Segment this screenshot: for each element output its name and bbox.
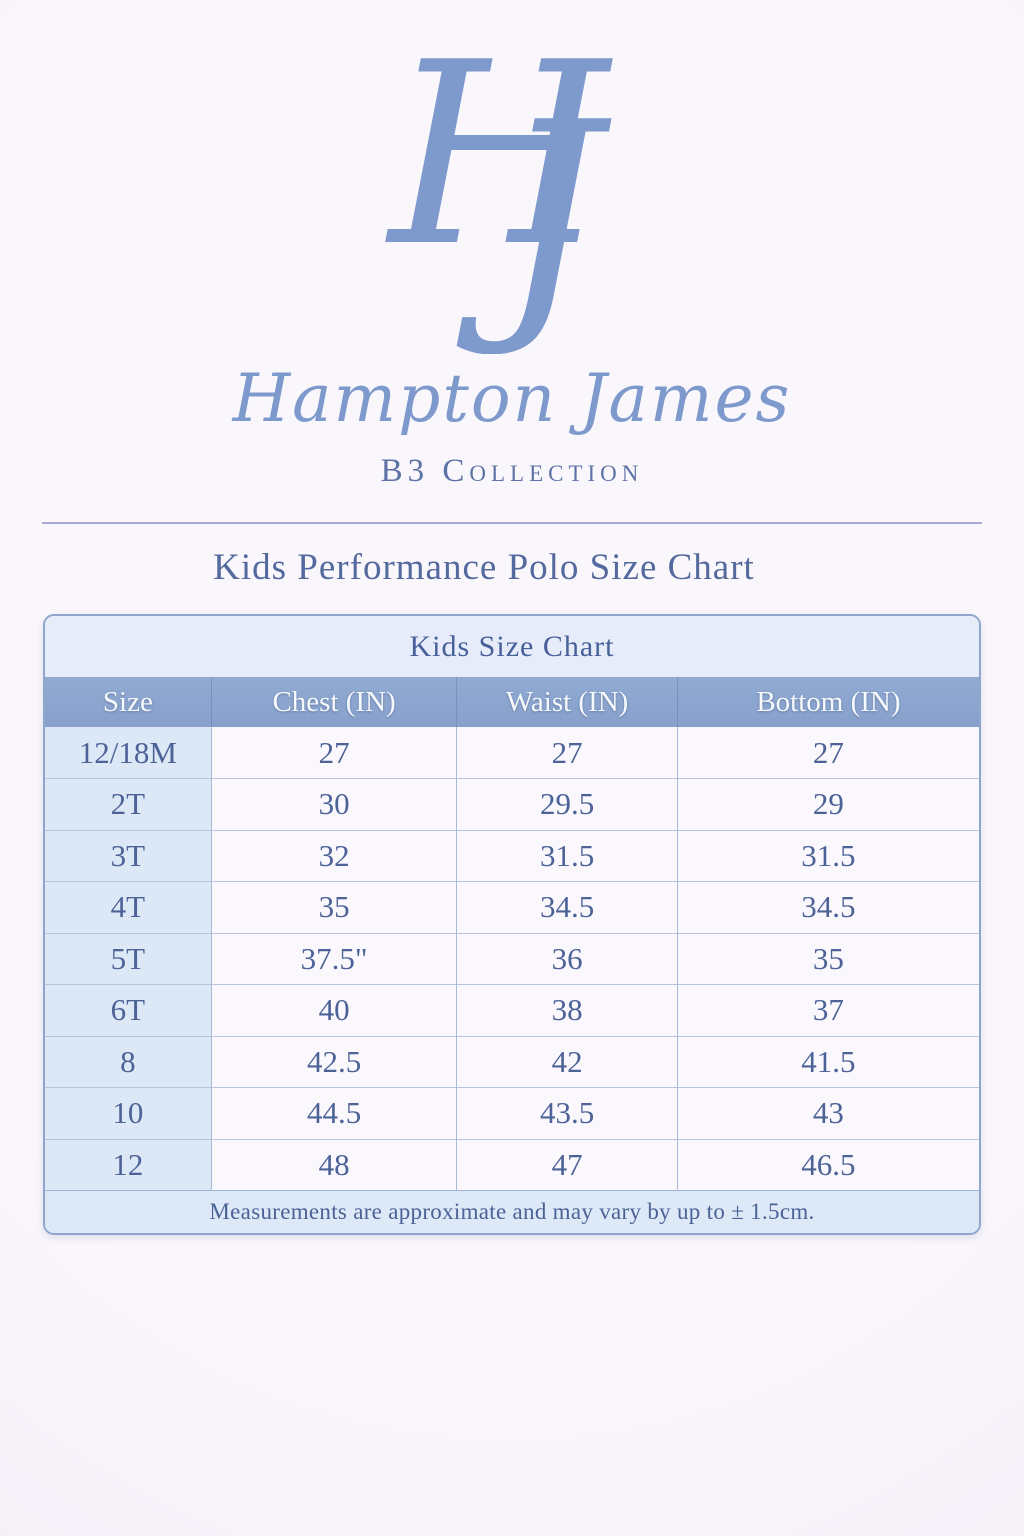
divider-line: [42, 522, 982, 524]
column-header-waist: Waist (IN): [456, 677, 678, 727]
brand-monogram-icon: H J: [385, 34, 613, 354]
value-cell: 31.5: [676, 829, 979, 882]
table-row: 3T 32 31.5 31.5: [45, 829, 979, 882]
size-cell: 12: [45, 1138, 212, 1191]
size-chart-card: Kids Size Chart Size Chest (IN) Waist (I…: [43, 614, 981, 1235]
table-title-row: Kids Size Chart: [45, 616, 979, 677]
value-cell: 44.5: [210, 1087, 457, 1139]
brand-header: H J Hampton James B3 Collection: [0, 0, 1024, 490]
size-cell: 8: [45, 1035, 212, 1088]
table-footer-row: Measurements are approximate and may var…: [45, 1190, 979, 1233]
monogram-letter-h: H: [385, 34, 613, 302]
collection-label: B3 Collection: [380, 453, 644, 489]
value-cell: 34.5: [456, 881, 678, 933]
value-cell: 43: [676, 1087, 979, 1139]
table-row: 8 42.5 42 41.5: [45, 1035, 979, 1088]
value-cell: 47: [456, 1138, 678, 1191]
value-cell: 35: [676, 932, 979, 985]
value-cell: 35: [210, 881, 457, 933]
value-cell: 42: [456, 1035, 678, 1088]
value-cell: 29.5: [456, 778, 678, 830]
column-header-bottom: Bottom (IN): [676, 677, 979, 727]
size-cell: 2T: [45, 778, 212, 830]
value-cell: 32: [210, 829, 457, 882]
size-cell: 10: [45, 1087, 212, 1139]
value-cell: 37.5": [210, 932, 457, 985]
table-row: 2T 30 29.5 29: [45, 778, 979, 830]
table-row: 5T 37.5" 36 35: [45, 932, 979, 985]
value-cell: 27: [676, 727, 979, 779]
table-title: Kids Size Chart: [45, 616, 979, 677]
value-cell: 37: [676, 984, 979, 1036]
column-header-size: Size: [45, 677, 212, 727]
table-row: 12/18M 27 27 27: [45, 727, 979, 779]
value-cell: 42.5: [210, 1035, 457, 1088]
size-cell: 4T: [45, 881, 212, 933]
value-cell: 29: [676, 778, 979, 830]
value-cell: 40: [210, 984, 457, 1036]
size-cell: 3T: [45, 829, 212, 882]
table-row: 6T 40 38 37: [45, 984, 979, 1036]
measurement-note: Measurements are approximate and may var…: [45, 1190, 979, 1233]
value-cell: 34.5: [676, 881, 979, 933]
value-cell: 43.5: [456, 1087, 678, 1139]
value-cell: 30: [210, 778, 457, 830]
value-cell: 36: [456, 932, 678, 985]
value-cell: 48: [210, 1138, 457, 1191]
page-heading-wrap: Kids Performance Polo Size Chart: [0, 546, 1024, 589]
table-row: 4T 35 34.5 34.5: [45, 881, 979, 933]
value-cell: 31.5: [456, 829, 678, 882]
value-cell: 27: [456, 727, 678, 779]
table-row: 12 48 47 46.5: [45, 1138, 979, 1191]
size-cell: 5T: [45, 932, 212, 985]
value-cell: 27: [210, 727, 457, 779]
column-header-row: Size Chest (IN) Waist (IN) Bottom (IN): [45, 677, 979, 727]
size-chart-table: Kids Size Chart Size Chest (IN) Waist (I…: [45, 616, 979, 1233]
column-header-chest: Chest (IN): [210, 677, 457, 727]
value-cell: 46.5: [676, 1138, 979, 1191]
table-row: 10 44.5 43.5 43: [45, 1087, 979, 1139]
brand-name: Hampton James: [232, 360, 792, 437]
value-cell: 38: [456, 984, 678, 1036]
size-cell: 12/18M: [45, 727, 212, 779]
page-title: Kids Performance Polo Size Chart: [213, 547, 755, 588]
size-cell: 6T: [45, 984, 212, 1036]
value-cell: 41.5: [676, 1035, 979, 1088]
